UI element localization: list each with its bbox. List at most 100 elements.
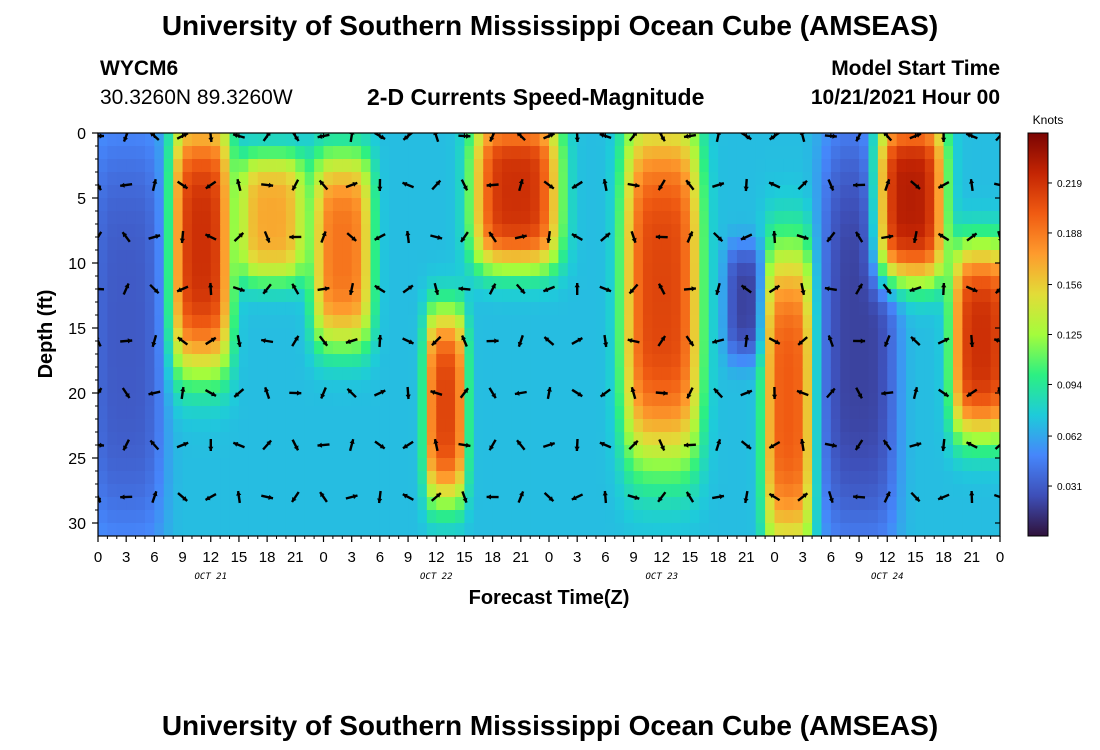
heat-cell	[276, 523, 287, 536]
current-vector-arrow	[685, 179, 695, 191]
heat-cell	[727, 250, 738, 264]
heat-cell	[436, 497, 447, 511]
heat-cell	[248, 315, 259, 329]
heat-cell	[558, 367, 569, 381]
heat-cell	[849, 380, 860, 394]
heat-cell	[868, 341, 879, 355]
heat-cell	[877, 185, 888, 199]
heat-cell	[276, 497, 287, 511]
heat-cell	[943, 302, 954, 316]
heat-cell	[539, 237, 550, 251]
heat-cell	[953, 471, 964, 485]
heat-cell	[154, 289, 165, 303]
heat-cell	[990, 419, 1000, 433]
heat-cell	[859, 159, 870, 173]
heat-cell	[830, 471, 841, 485]
heat-cell	[812, 458, 823, 472]
heat-cell	[642, 185, 653, 199]
heat-cell	[614, 263, 625, 277]
current-vector-arrow	[486, 494, 499, 500]
heat-cell	[812, 341, 823, 355]
heat-cell	[520, 211, 531, 225]
heat-cell	[511, 302, 522, 316]
heat-cell	[163, 263, 174, 277]
heat-cell	[267, 250, 278, 264]
heat-cell	[314, 341, 325, 355]
heat-cell	[830, 380, 841, 394]
heat-cell	[680, 523, 691, 536]
current-vector-arrow	[993, 182, 1000, 187]
heat-cell	[408, 419, 419, 433]
heat-cell	[464, 510, 475, 524]
heat-cell	[962, 380, 973, 394]
current-vector-arrow	[149, 283, 160, 295]
heat-cell	[257, 471, 268, 485]
heat-cell	[323, 393, 334, 407]
heat-cell	[511, 497, 522, 511]
heat-cell	[934, 471, 945, 485]
heat-cell	[417, 380, 428, 394]
heat-cell	[624, 484, 635, 498]
heat-cell	[201, 250, 212, 264]
heat-cell	[389, 302, 400, 316]
heat-cell	[877, 211, 888, 225]
heat-cell	[896, 289, 907, 303]
heat-cell	[304, 224, 315, 238]
heat-cell	[107, 484, 118, 498]
heat-cell	[361, 341, 372, 355]
heat-cell	[220, 484, 231, 498]
heat-cell	[652, 211, 663, 225]
heat-cell	[943, 185, 954, 199]
heat-cell	[915, 263, 926, 277]
heat-cell	[624, 159, 635, 173]
heat-cell	[520, 354, 531, 368]
heat-cell	[802, 289, 813, 303]
heat-cell	[953, 159, 964, 173]
heat-cell	[229, 471, 240, 485]
heat-cell	[379, 406, 390, 420]
heat-cell	[962, 341, 973, 355]
heat-cell	[473, 341, 484, 355]
heat-cell	[577, 432, 588, 446]
heat-cell	[220, 458, 231, 472]
heat-cell	[379, 367, 390, 381]
heat-cell	[821, 276, 832, 290]
heat-cell	[699, 263, 710, 277]
heat-cell	[332, 302, 343, 316]
heat-cell	[116, 328, 127, 342]
heat-cell	[323, 510, 334, 524]
heat-cell	[389, 211, 400, 225]
heat-cell	[812, 250, 823, 264]
heat-cell	[163, 198, 174, 212]
heat-cell	[210, 354, 221, 368]
heat-cell	[511, 471, 522, 485]
heat-cell	[389, 289, 400, 303]
heat-cell	[285, 185, 296, 199]
heat-cell	[238, 224, 249, 238]
heat-cell	[736, 406, 747, 420]
heat-cell	[257, 328, 268, 342]
heat-cell	[116, 185, 127, 199]
heat-cell	[144, 497, 155, 511]
heat-cell	[671, 523, 682, 536]
heat-cell	[351, 419, 362, 433]
heat-cell	[267, 328, 278, 342]
heat-cell	[549, 224, 559, 238]
heat-cell	[981, 354, 992, 368]
heat-cell	[370, 393, 381, 407]
heat-cell	[295, 497, 306, 511]
heat-cell	[107, 328, 118, 342]
current-speed-chart: 0 3 6 9 12 15 18 21 0 3 6 9 12 15 18 21 0 3 6 9 12 15 18 21 0 3 6 9…	[35, 113, 1082, 609]
heat-cell	[304, 211, 315, 225]
heat-cell	[361, 224, 372, 238]
heat-cell	[708, 185, 719, 199]
heat-cell	[652, 406, 663, 420]
heat-cell	[614, 198, 625, 212]
heat-cell	[379, 510, 390, 524]
heat-cell	[736, 237, 747, 251]
heat-cell	[210, 146, 221, 160]
heat-cell	[652, 250, 663, 264]
heat-cell	[924, 211, 935, 225]
heat-cell	[107, 237, 118, 251]
heat-cell	[530, 497, 541, 511]
